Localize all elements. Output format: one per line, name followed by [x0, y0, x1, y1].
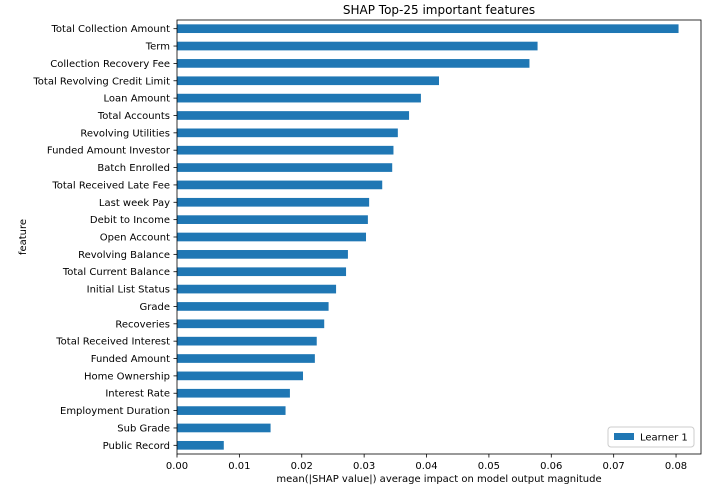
- bar: [177, 406, 286, 415]
- plot-frame: [176, 19, 702, 455]
- y-tick-label: Total Revolving Credit Limit: [32, 76, 170, 87]
- x-tick-label: 0.00: [166, 461, 188, 472]
- x-tick-label: 0.01: [228, 461, 250, 472]
- y-tick-label: Loan Amount: [104, 94, 171, 105]
- y-tick-label: Public Record: [103, 441, 170, 452]
- bar: [177, 267, 347, 277]
- bar: [177, 215, 368, 224]
- y-tick-label: Sub Grade: [117, 423, 170, 434]
- bar: [177, 111, 410, 120]
- y-tick-label: Revolving Balance: [78, 250, 170, 261]
- legend-box: [607, 426, 695, 448]
- bar: [177, 336, 317, 346]
- bar: [177, 163, 393, 172]
- x-tick-label: 0.03: [353, 461, 375, 472]
- y-axis-label: feature: [18, 219, 29, 255]
- bar: [177, 128, 398, 138]
- legend: Learner 1: [607, 426, 695, 448]
- x-tick-label: 0.04: [415, 461, 437, 472]
- y-tick-label: Term: [145, 42, 170, 53]
- y-tick-label: Debit to Income: [90, 215, 170, 226]
- bar: [177, 371, 304, 381]
- bar: [177, 284, 337, 294]
- x-ticks: 0.00 0.01 0.02 0.03 0.04 0.05 0.06 0.07 0.08: [166, 454, 687, 472]
- x-tick-label: 0.06: [540, 461, 562, 472]
- y-tick-label: Total Current Balance: [62, 267, 170, 278]
- y-tick-label: Last week Pay: [99, 198, 170, 209]
- bar: [177, 232, 367, 242]
- bar: [177, 180, 383, 190]
- bar: [177, 354, 315, 363]
- y-tick-label: Open Account: [100, 233, 170, 244]
- x-tick-label: 0.02: [291, 461, 313, 472]
- bar: [177, 24, 679, 34]
- y-tick-label: Total Received Late Fee: [51, 180, 170, 191]
- bar: [177, 423, 271, 433]
- bar: [177, 319, 325, 329]
- y-tick-label: Total Received Interest: [55, 337, 170, 348]
- bar: [177, 76, 439, 86]
- y-tick-labels: Total Collection Amount Term Collection Re…: [32, 24, 177, 452]
- y-tick-label: Initial List Status: [87, 285, 170, 296]
- bar: [177, 145, 394, 155]
- bars-group: [177, 24, 679, 450]
- y-tick-label: Batch Enrolled: [97, 163, 170, 174]
- bar: [177, 388, 290, 398]
- y-tick-label: Revolving Utilities: [80, 128, 170, 139]
- bar: [177, 59, 530, 68]
- y-tick-label: Collection Recovery Fee: [50, 59, 170, 70]
- bar: [177, 197, 370, 207]
- bar: [177, 93, 421, 103]
- y-tick-label: Total Accounts: [97, 111, 170, 122]
- y-tick-label: Home Ownership: [84, 371, 170, 382]
- y-tick-label: Grade: [140, 302, 171, 313]
- chart-title: SHAP Top-25 important features: [343, 3, 535, 17]
- y-tick-label: Employment Duration: [60, 406, 170, 417]
- bar: [177, 302, 329, 311]
- y-tick-label: Funded Amount: [91, 354, 170, 365]
- y-tick-label: Total Collection Amount: [51, 24, 171, 35]
- bar: [177, 440, 224, 450]
- x-tick-label: 0.08: [665, 461, 687, 472]
- y-tick-label: Interest Rate: [105, 389, 170, 400]
- x-axis-label: mean(|SHAP value|) average impact on mod…: [276, 474, 601, 485]
- x-tick-label: 0.07: [603, 461, 625, 472]
- legend-label: Learner 1: [640, 433, 688, 444]
- x-tick-label: 0.05: [478, 461, 500, 472]
- y-tick-label: Funded Amount Investor: [47, 146, 171, 157]
- legend-swatch: [614, 433, 634, 440]
- y-tick-label: Recoveries: [115, 319, 170, 330]
- bar: [177, 250, 348, 259]
- bar: [177, 41, 538, 51]
